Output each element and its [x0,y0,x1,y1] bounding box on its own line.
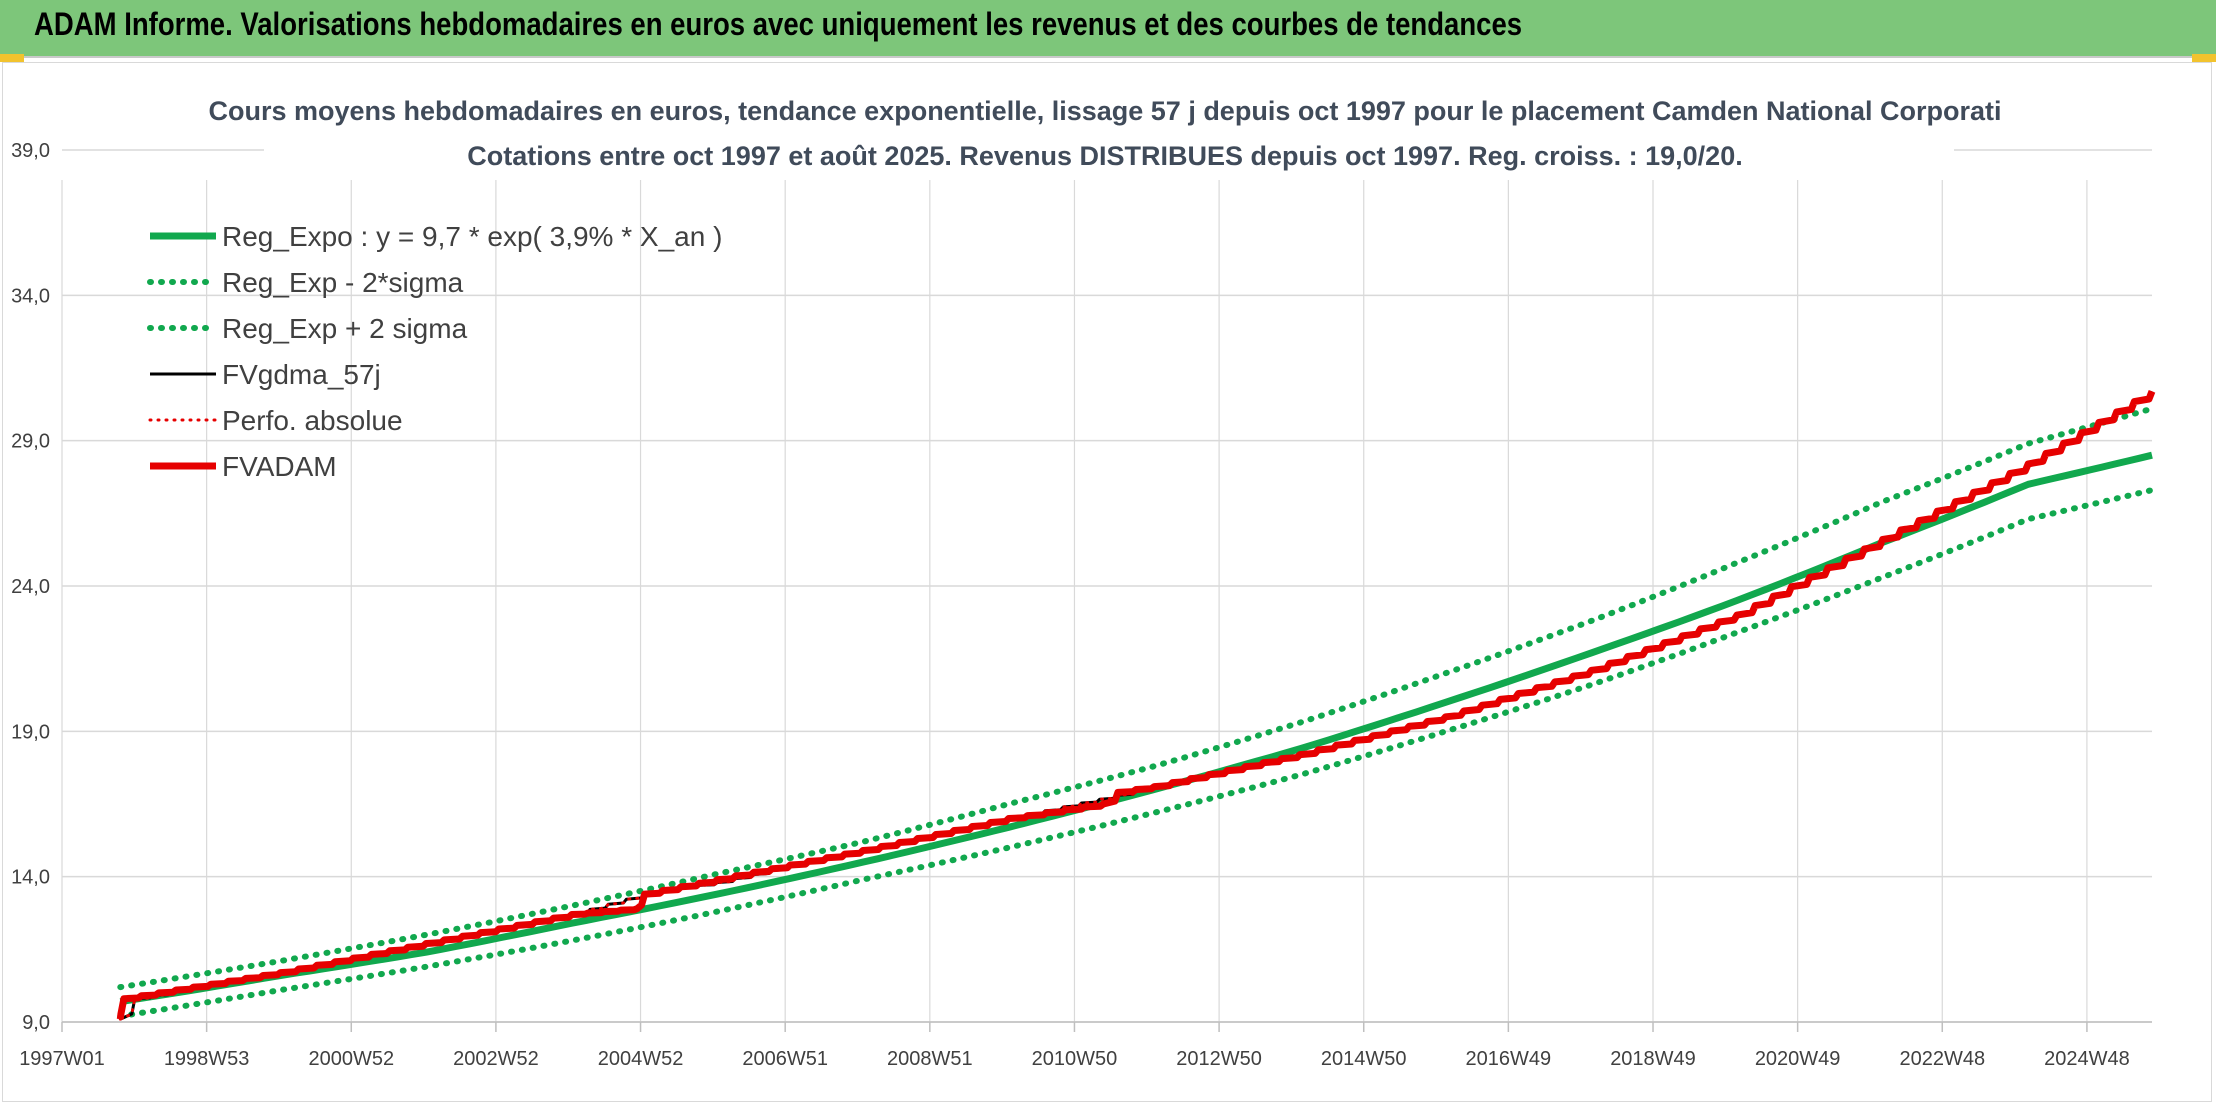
x-tick-label: 1998W53 [164,1048,250,1070]
y-tick-label: 29,0 [11,431,50,453]
x-tick-label: 2010W50 [1032,1048,1118,1070]
series-line-0 [120,455,2152,1002]
x-tick-label: 2006W51 [742,1048,828,1070]
x-tick-label: 2018W49 [1610,1048,1696,1070]
legend-label: FVgdma_57j [222,359,381,390]
y-tick-label: 14,0 [11,867,50,889]
series-lines [120,391,2152,1019]
legend: Reg_Expo : y = 9,7 * exp( 3,9% * X_an ) R… [150,221,722,482]
x-tick-label: 2016W49 [1466,1048,1552,1070]
legend-label: Reg_Expo : y = 9,7 * exp( 3,9% * X_an ) [222,221,722,252]
y-tick-label: 19,0 [11,721,50,743]
x-tick-label: 2014W50 [1321,1048,1407,1070]
series-line-4 [120,391,2152,1019]
legend-label: Reg_Exp + 2 sigma [222,313,468,344]
x-tick-label: 2002W52 [453,1048,539,1070]
x-tick-label: 2012W50 [1176,1048,1262,1070]
chart-title: Cours moyens hebdomadaires en euros, ten… [208,96,2001,126]
legend-label: Perfo. absolue [222,405,403,436]
series-line-5 [120,391,2152,1019]
legend-label: Reg_Exp - 2*sigma [222,267,464,298]
series-line-2 [120,409,2152,987]
y-tick-label: 34,0 [11,285,50,307]
legend-label: FVADAM [222,451,337,482]
x-tick-label: 2020W49 [1755,1048,1841,1070]
series-line-3 [120,391,2152,1019]
y-tick-label: 39,0 [11,140,50,162]
y-tick-label: 9,0 [22,1012,50,1034]
x-tick-label: 2024W48 [2044,1048,2130,1070]
x-tick-label: 2008W51 [887,1048,973,1070]
chart-subtitle: Cotations entre oct 1997 et août 2025. R… [467,141,1742,171]
x-tick-label: 1997W01 [19,1048,105,1070]
x-tick-label: 2000W52 [308,1048,394,1070]
x-tick-label: 2004W52 [598,1048,684,1070]
y-tick-label: 24,0 [11,576,50,598]
x-tick-label: 2022W48 [1899,1048,1985,1070]
